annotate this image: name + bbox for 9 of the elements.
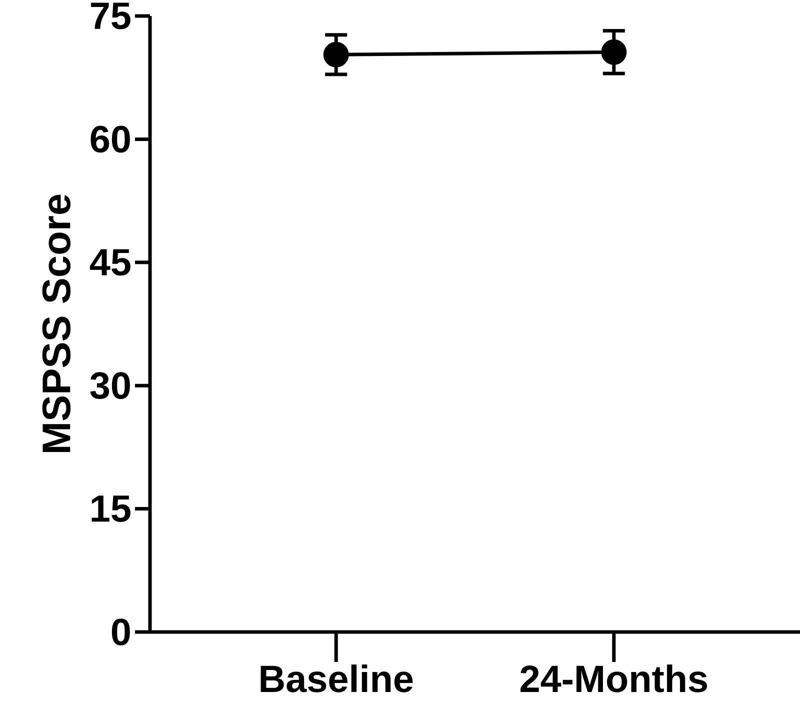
- y-tick-label: 15: [92, 496, 130, 522]
- x-tick-label: 24-Months: [520, 664, 707, 692]
- y-tick-label: 0: [112, 618, 130, 646]
- y-axis-title: MSPSS Score: [42, 194, 71, 452]
- y-tick-label: 45: [90, 249, 130, 276]
- y-tick-label: 75: [90, 2, 130, 30]
- x-tick-label: Baseline: [260, 664, 413, 692]
- y-tick-label: 30: [90, 372, 130, 400]
- y-tick-label: 60: [90, 126, 130, 153]
